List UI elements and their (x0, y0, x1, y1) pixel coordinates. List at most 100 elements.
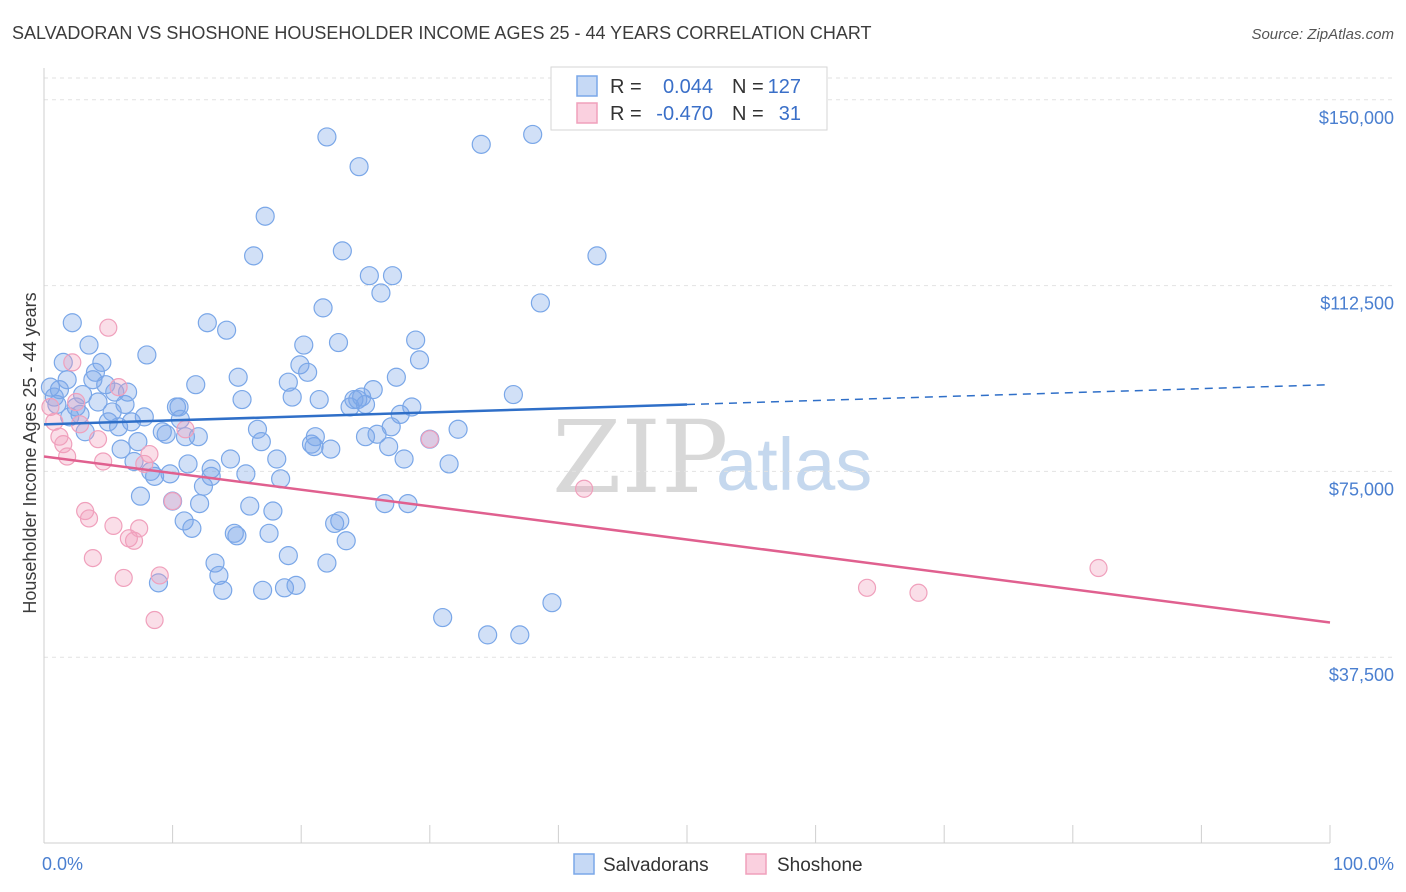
salvadorans-point-70 (290, 355, 310, 375)
salvadorans-point-71 (294, 335, 314, 355)
shoshone-point-11 (88, 430, 108, 449)
svg-text:N =: N = (732, 103, 764, 125)
salvadorans-point-95 (386, 367, 406, 387)
salvadorans-point-116 (227, 526, 247, 546)
x-tick-label-max: 100.0% (1333, 854, 1394, 874)
salvadorans-point-101 (409, 350, 430, 370)
salvadorans-point-46 (197, 313, 217, 333)
shoshone-point-12 (94, 452, 113, 471)
salvadorans-point-51 (217, 320, 237, 340)
salvadorans-point-107 (478, 625, 498, 645)
salvadorans-point-44 (190, 493, 210, 514)
salvadorans-point-15 (88, 392, 108, 412)
legend-n-salvadorans: 127 (768, 76, 801, 98)
salvadorans-point-41 (178, 454, 198, 474)
shoshone-point-26 (420, 430, 439, 449)
shoshone-point-13 (99, 318, 118, 337)
salvadorans-point-112 (542, 593, 562, 613)
salvadorans-point-111 (530, 293, 550, 313)
shoshone-point-10 (83, 548, 102, 568)
salvadorans-point-30 (137, 345, 157, 365)
legend-r-salvadorans: 0.044 (663, 76, 713, 98)
salvadorans-point-58 (244, 246, 264, 266)
shoshone-point-15 (109, 378, 128, 397)
salvadorans-point-66 (274, 578, 295, 598)
y-tick-label-0: $150,000 (1319, 108, 1394, 128)
shoshone-point-29 (909, 583, 928, 602)
salvadorans-point-33 (148, 573, 169, 593)
salvadorans-point-50 (213, 580, 233, 600)
salvadorans-point-72 (298, 362, 318, 382)
salvadorans-point-89 (363, 380, 383, 400)
shoshone-point-0 (41, 397, 60, 417)
salvadorans-point-64 (267, 449, 287, 469)
salvadorans-point-113 (587, 246, 607, 266)
salvadorans-point-48 (205, 553, 225, 573)
shoshone-point-22 (145, 610, 164, 630)
shoshone-point-27 (575, 479, 594, 498)
shoshone-point-9 (79, 509, 99, 528)
salvadorans-point-92 (375, 493, 395, 514)
shoshone-point-21 (140, 444, 159, 464)
salvadorans-point-35 (156, 424, 176, 444)
salvadorans-point-22 (111, 439, 131, 459)
salvadorans-point-104 (439, 454, 459, 474)
bottom-legend-swatch-salvadorans (573, 853, 595, 875)
watermark: ZIP atlas (552, 399, 872, 516)
salvadorans-point-77 (317, 553, 337, 573)
salvadorans-point-80 (328, 332, 349, 353)
legend-n-shoshone: 31 (779, 103, 801, 125)
salvadorans-point-81 (332, 241, 352, 261)
salvadorans-point-93 (379, 437, 399, 457)
shoshone-point-16 (114, 568, 133, 588)
salvadorans-point-3 (49, 380, 70, 400)
salvadorans-point-14 (85, 362, 106, 382)
shoshone-point-30 (1089, 558, 1108, 578)
y-tick-label-2: $75,000 (1329, 479, 1394, 499)
salvadorans-point-57 (240, 496, 260, 516)
salvadorans-point-87 (355, 427, 376, 447)
salvadorans-point-121 (355, 394, 376, 415)
salvadorans-point-28 (130, 486, 151, 506)
salvadorans-point-123 (317, 127, 337, 147)
y-tick-label-1: $112,500 (1320, 294, 1394, 314)
salvadorans-point-99 (402, 397, 422, 417)
salvadorans-point-23 (115, 394, 135, 415)
y-tick-label-3: $37,500 (1329, 665, 1394, 685)
salvadorans-point-117 (253, 580, 273, 600)
salvadorans-point-78 (321, 439, 341, 459)
salvadorans-point-55 (232, 389, 252, 410)
shoshone-point-4 (58, 447, 77, 466)
grid (44, 77, 1394, 658)
salvadorans-point-16 (92, 352, 112, 372)
salvadorans-point-7 (62, 313, 82, 333)
watermark-atlas: atlas (716, 423, 872, 506)
salvadorans-point-108 (503, 384, 523, 405)
salvadorans-point-74 (305, 427, 325, 447)
shoshone-point-24 (163, 492, 182, 511)
salvadorans-point-75 (309, 389, 329, 410)
salvadorans-point-94 (382, 266, 403, 286)
salvadorans-point-106 (471, 134, 491, 154)
salvadorans-point-97 (394, 449, 414, 469)
shoshone-trend-line (43, 455, 1331, 624)
salvadorans-point-42 (182, 518, 202, 538)
salvadorans-point-13 (83, 370, 103, 390)
svg-text:R =: R = (610, 76, 642, 98)
bottom-legend-label-shoshone: Shoshone (777, 855, 863, 876)
salvadorans-point-69 (286, 575, 306, 595)
salvadorans-point-105 (448, 419, 468, 439)
salvadorans-point-59 (247, 419, 268, 439)
shoshone-point-6 (67, 392, 86, 412)
shoshone-point-14 (104, 516, 123, 535)
shoshone-point-5 (63, 353, 82, 372)
data-points (40, 124, 1108, 645)
bottom-legend-label-salvadorans: Salvadorans (603, 855, 709, 876)
salvadorans-point-62 (259, 523, 279, 543)
salvadorans-point-29 (134, 407, 154, 427)
svg-text:R =: R = (610, 103, 642, 125)
salvadorans-point-43 (186, 375, 206, 395)
series-legend: Salvadorans Shoshone (573, 853, 863, 876)
x-tick-label-min: 0.0% (42, 854, 83, 874)
